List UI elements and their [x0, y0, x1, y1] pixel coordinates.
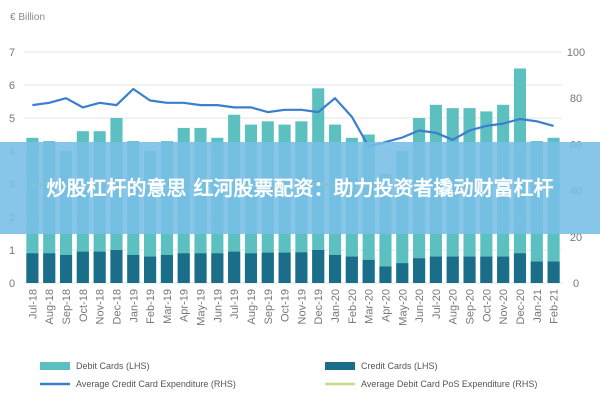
- x-tick-label: Oct-20: [481, 289, 493, 322]
- x-tick-label: Nov-18: [95, 289, 107, 324]
- legend: Debit Cards (LHS) Credit Cards (LHS) Avera…: [40, 361, 537, 389]
- x-tick-labels: Jul-18 Aug-18 Sep-18 Oct-18 Nov-18 Dec-18 Jan-…: [27, 289, 560, 326]
- x-tick-label: Jan-21: [532, 289, 544, 323]
- credit-bar: [93, 251, 106, 283]
- x-tick-label: Mar-20: [364, 289, 376, 324]
- left-tick-label: 7: [9, 47, 15, 59]
- credit-bar: [513, 253, 527, 283]
- left-tick-label: 1: [9, 245, 15, 257]
- credit-bar: [43, 253, 56, 283]
- overlay-banner: 炒股杠杆的意思 红河股票配资：助力投资者撬动财富杠杆: [0, 142, 600, 234]
- x-tick-label: Aug-18: [44, 289, 56, 324]
- x-tick-label: Dec-18: [111, 289, 123, 324]
- x-tick-label: May-20: [397, 289, 409, 326]
- x-tick-label: Aug-20: [448, 289, 460, 324]
- legend-swatch: [40, 362, 70, 370]
- x-tick-label: May-19: [196, 289, 208, 326]
- right-tick-label: 100: [567, 47, 585, 59]
- x-tick-label: Feb-20: [347, 289, 359, 324]
- banner-text: 炒股杠杆的意思 红河股票配资：助力投资者撬动财富杠杆: [46, 176, 554, 200]
- credit-bar: [295, 252, 308, 283]
- x-tick-label: Apr-20: [380, 289, 392, 322]
- x-tick-label: Jul-18: [27, 289, 39, 319]
- credit-bar: [110, 250, 123, 283]
- x-tick-label: Sep-18: [61, 289, 73, 324]
- avg-credit-line: [32, 87, 554, 148]
- x-tick-label: Oct-19: [280, 289, 292, 322]
- credit-bar: [160, 254, 173, 283]
- x-tick-label: Dec-19: [313, 289, 325, 324]
- x-tick-label: Jan-20: [330, 289, 342, 323]
- left-tick-label: 6: [9, 80, 15, 92]
- legend-label: Average Debit Card PoS Expenditure (RHS): [361, 379, 537, 389]
- credit-bar: [177, 253, 190, 283]
- credit-bar: [194, 253, 207, 283]
- right-tick-label: 20: [570, 232, 582, 244]
- x-tick-label: Aug-19: [246, 289, 258, 324]
- legend-label: Credit Cards (LHS): [361, 361, 438, 371]
- credit-bar: [127, 254, 140, 283]
- x-tick-label: Oct-18: [78, 289, 90, 322]
- credit-bar: [278, 252, 291, 283]
- credit-bar: [59, 254, 73, 283]
- left-tick-label: 0: [9, 278, 15, 290]
- x-tick-label: Jan-19: [128, 289, 140, 323]
- credit-bar: [463, 256, 476, 283]
- credit-bar: [76, 251, 89, 283]
- x-tick-label: Jul-19: [229, 289, 241, 319]
- credit-bar: [211, 253, 224, 283]
- credit-bar: [396, 263, 409, 283]
- credit-bar: [429, 256, 442, 283]
- right-tick-label: 80: [570, 93, 582, 105]
- legend-swatch: [325, 362, 355, 370]
- credit-bar: [530, 261, 543, 283]
- x-tick-label: Nov-19: [296, 289, 308, 324]
- legend-label: Average Credit Card Expenditure (RHS): [76, 379, 236, 389]
- x-tick-label: Sep-19: [263, 289, 275, 324]
- x-tick-label: Apr-19: [179, 289, 191, 322]
- x-tick-label: Nov-20: [498, 289, 510, 324]
- credit-bar: [446, 256, 459, 283]
- credit-bar: [345, 256, 358, 283]
- legend-label: Debit Cards (LHS): [76, 361, 150, 371]
- credit-bar: [480, 256, 493, 283]
- credit-bar: [547, 261, 560, 283]
- credit-bar: [413, 258, 426, 283]
- x-tick-label: Sep-20: [465, 289, 477, 324]
- credit-bar: [26, 253, 39, 283]
- x-tick-label: Feb-21: [549, 289, 561, 324]
- left-axis-unit: € Billion: [10, 12, 45, 23]
- credit-bar: [379, 266, 392, 283]
- credit-bar: [312, 250, 325, 283]
- credit-bar: [497, 256, 510, 283]
- credit-bar: [144, 256, 157, 283]
- right-tick-label: 0: [573, 278, 579, 290]
- credit-bar: [244, 253, 258, 283]
- x-tick-label: Mar-19: [162, 289, 174, 324]
- credit-bar: [228, 251, 241, 283]
- x-tick-label: Jun-20: [414, 289, 426, 323]
- x-tick-label: Jun-19: [212, 289, 224, 323]
- x-tick-label: Dec-20: [515, 289, 527, 324]
- credit-bar: [362, 259, 375, 283]
- credit-bar: [261, 252, 274, 283]
- left-tick-label: 5: [9, 113, 15, 125]
- credit-bar: [328, 254, 342, 283]
- x-tick-label: Feb-19: [145, 289, 157, 324]
- x-tick-label: Jul-20: [431, 289, 443, 319]
